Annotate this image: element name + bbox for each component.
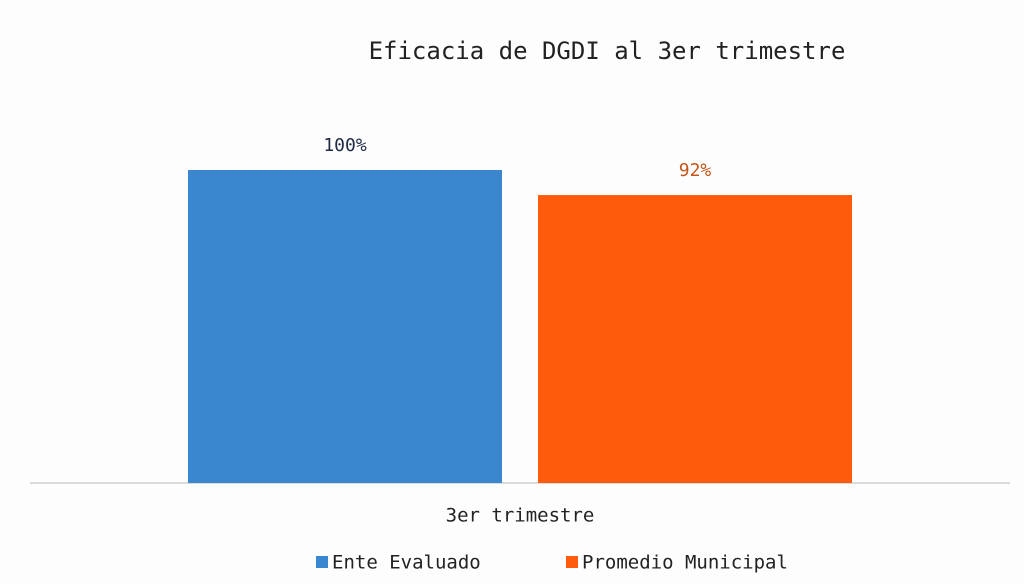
- legend-label: Promedio Municipal: [582, 552, 788, 574]
- value-label: 92%: [679, 160, 712, 181]
- legend-label: Ente Evaluado: [332, 552, 481, 574]
- chart-title: Eficacia de DGDI al 3er trimestre: [369, 37, 846, 65]
- x-tick-label: 3er trimestre: [446, 505, 595, 527]
- legend-swatch: [316, 556, 328, 568]
- bar: [188, 170, 502, 483]
- value-label: 100%: [323, 135, 367, 156]
- bar: [538, 195, 852, 484]
- legend-swatch: [566, 556, 578, 568]
